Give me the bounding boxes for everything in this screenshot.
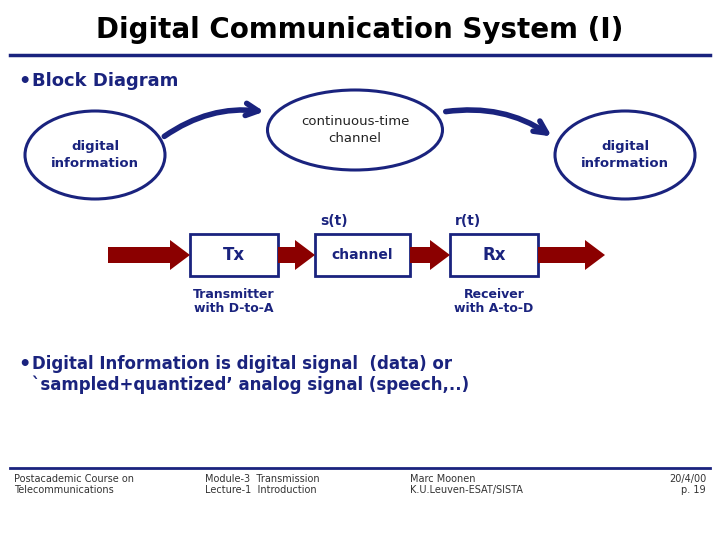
Text: Receiver: Receiver [464, 288, 524, 301]
Text: s(t): s(t) [320, 214, 348, 228]
Text: p. 19: p. 19 [681, 485, 706, 495]
Bar [278, 247, 295, 263]
Text: 20/4/00: 20/4/00 [669, 474, 706, 484]
Text: •: • [18, 72, 30, 91]
FancyArrowPatch shape [164, 103, 258, 137]
Text: digital
information: digital information [51, 140, 139, 170]
Bar [410, 247, 430, 263]
Text: Digital Communication System (I): Digital Communication System (I) [96, 16, 624, 44]
Text: K.U.Leuven-ESAT/SISTA: K.U.Leuven-ESAT/SISTA [410, 485, 523, 495]
Polygon shape [295, 240, 315, 270]
Text: Telecommunications: Telecommunications [14, 485, 114, 495]
Text: with A-to-D: with A-to-D [454, 302, 534, 315]
Text: Lecture-1  Introduction: Lecture-1 Introduction [205, 485, 317, 495]
Text: continuous-time
channel: continuous-time channel [301, 115, 409, 145]
Polygon shape [170, 240, 190, 270]
Ellipse shape [268, 90, 443, 170]
FancyBboxPatch shape [190, 234, 278, 276]
Text: Module-3  Transmission: Module-3 Transmission [205, 474, 320, 484]
Bar [108, 247, 170, 263]
Text: with D-to-A: with D-to-A [194, 302, 274, 315]
Text: Transmitter: Transmitter [193, 288, 275, 301]
Text: `sampled+quantized’ analog signal (speech,..): `sampled+quantized’ analog signal (speec… [32, 375, 469, 394]
Text: Marc Moonen: Marc Moonen [410, 474, 475, 484]
Text: digital
information: digital information [581, 140, 669, 170]
Text: channel: channel [332, 248, 393, 262]
Text: Block Diagram: Block Diagram [32, 72, 179, 90]
Text: Digital Information is digital signal  (data) or: Digital Information is digital signal (d… [32, 355, 452, 373]
Text: Rx: Rx [482, 246, 505, 264]
Text: r(t): r(t) [455, 214, 481, 228]
Polygon shape [430, 240, 450, 270]
FancyBboxPatch shape [450, 234, 538, 276]
Text: Tx: Tx [223, 246, 245, 264]
Text: •: • [18, 355, 30, 374]
FancyBboxPatch shape [315, 234, 410, 276]
Polygon shape [585, 240, 605, 270]
Ellipse shape [25, 111, 165, 199]
FancyArrowPatch shape [446, 110, 546, 133]
Ellipse shape [555, 111, 695, 199]
Bar [538, 247, 585, 263]
Text: Postacademic Course on: Postacademic Course on [14, 474, 134, 484]
